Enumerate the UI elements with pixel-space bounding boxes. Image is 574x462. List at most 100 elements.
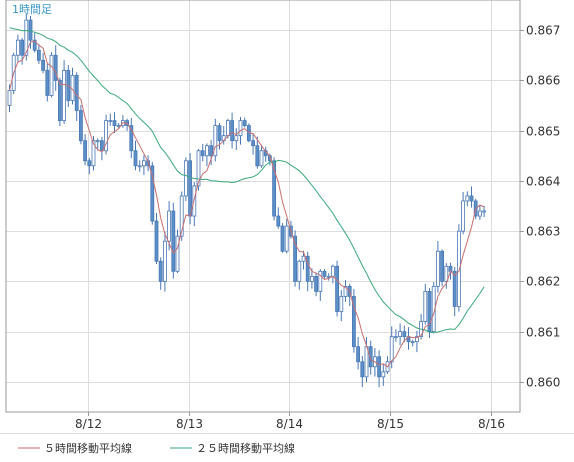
candle-body-up: [461, 200, 466, 232]
plot-frame: [5, 0, 521, 413]
candle: [477, 205, 482, 220]
candle: [41, 52, 45, 74]
x-tick-label: 8/12: [75, 417, 102, 431]
candle: [482, 205, 487, 218]
candle: [162, 231, 167, 292]
grid-lines: [6, 0, 520, 412]
candle: [200, 143, 205, 162]
candle-body-down: [217, 125, 222, 142]
candle-body-down: [322, 270, 327, 277]
candle: [423, 283, 428, 325]
candle-body-up: [167, 210, 172, 242]
candle-body-up: [196, 150, 201, 187]
candle-body-down: [452, 270, 457, 307]
candle-body-up: [204, 145, 209, 157]
candle-body-down: [37, 49, 41, 61]
candle-body-down: [440, 250, 445, 282]
candle-body-down: [448, 265, 453, 272]
candle-body-down: [255, 145, 260, 167]
candle-body-down: [200, 150, 205, 157]
candle-body-up: [234, 135, 239, 142]
candle: [343, 280, 348, 302]
ma5-line: [9, 40, 485, 368]
candle-body-up: [91, 140, 96, 167]
candle: [141, 155, 146, 175]
candle: [335, 260, 340, 317]
candle: [242, 117, 247, 128]
candle-body-down: [53, 54, 58, 81]
candle: [154, 212, 159, 264]
candle: [305, 251, 310, 292]
candle: [360, 356, 365, 388]
candle-body-down: [158, 260, 163, 282]
candle: [53, 45, 58, 91]
candle-body-up: [141, 160, 146, 167]
candle: [204, 143, 209, 167]
candle-body-down: [280, 225, 285, 252]
candle-body-up: [238, 120, 243, 137]
candle-body-up: [213, 125, 218, 157]
candle-body-down: [87, 160, 92, 167]
candle-body-down: [45, 69, 50, 96]
y-tick-label: 0.865: [526, 125, 560, 139]
candle: [108, 113, 113, 126]
candle-body-down: [154, 220, 159, 262]
candle-body-down: [171, 210, 176, 272]
y-tick-label: 0.860: [526, 376, 560, 390]
candle: [209, 140, 214, 166]
candle: [183, 157, 188, 202]
candle-body-up: [309, 275, 314, 282]
candle: [461, 191, 466, 235]
x-tick-label: 8/16: [478, 417, 505, 431]
candle: [393, 329, 398, 342]
legend-ma5-label: ５時間移動平均線: [44, 441, 132, 455]
legend-ma25-label: ２５時間移動平均線: [196, 441, 295, 455]
candle: [435, 241, 440, 293]
candle: [280, 223, 285, 253]
candle-body-up: [104, 120, 108, 152]
candle-body-up: [225, 120, 230, 137]
candle-body-up: [95, 140, 100, 143]
candle-body-down: [335, 265, 340, 312]
candle-body-up: [456, 230, 461, 307]
y-tick-label: 0.863: [526, 225, 560, 239]
candle: [465, 191, 470, 207]
candle-body-up: [301, 255, 306, 262]
candle-body-up: [482, 210, 487, 213]
candle: [469, 186, 474, 208]
plot-area: [6, 0, 520, 412]
candle: [301, 250, 306, 270]
candle: [398, 323, 403, 346]
y-tick-label: 0.862: [526, 275, 560, 289]
candle: [444, 263, 449, 289]
candle: [322, 269, 327, 279]
candle-body-up: [284, 225, 289, 252]
candle-body-down: [129, 125, 134, 152]
candle: [49, 52, 54, 98]
candle: [150, 161, 155, 225]
candle: [58, 77, 62, 127]
candle-body-down: [293, 235, 298, 282]
candle: [276, 207, 281, 229]
candle: [272, 157, 277, 221]
candle: [251, 134, 256, 155]
candle: [456, 224, 461, 312]
candle-body-up: [326, 275, 331, 278]
candle-body-down: [427, 291, 432, 333]
candle-body-down: [314, 275, 319, 292]
y-tick-label: 0.861: [526, 326, 560, 340]
candle: [95, 138, 100, 151]
candle: [213, 118, 218, 162]
candle: [351, 288, 356, 353]
candle-body-down: [58, 79, 62, 121]
candle-body-up: [175, 235, 180, 272]
candle: [297, 259, 302, 290]
candle-body-up: [259, 150, 264, 167]
y-tick-label: 0.866: [526, 74, 560, 88]
candle-body-down: [272, 160, 277, 217]
candle-body-up: [49, 54, 54, 96]
y-tick-label: 0.867: [526, 24, 560, 38]
candle-body-down: [41, 59, 45, 71]
candle-body-up: [398, 331, 403, 338]
candle: [175, 229, 180, 274]
